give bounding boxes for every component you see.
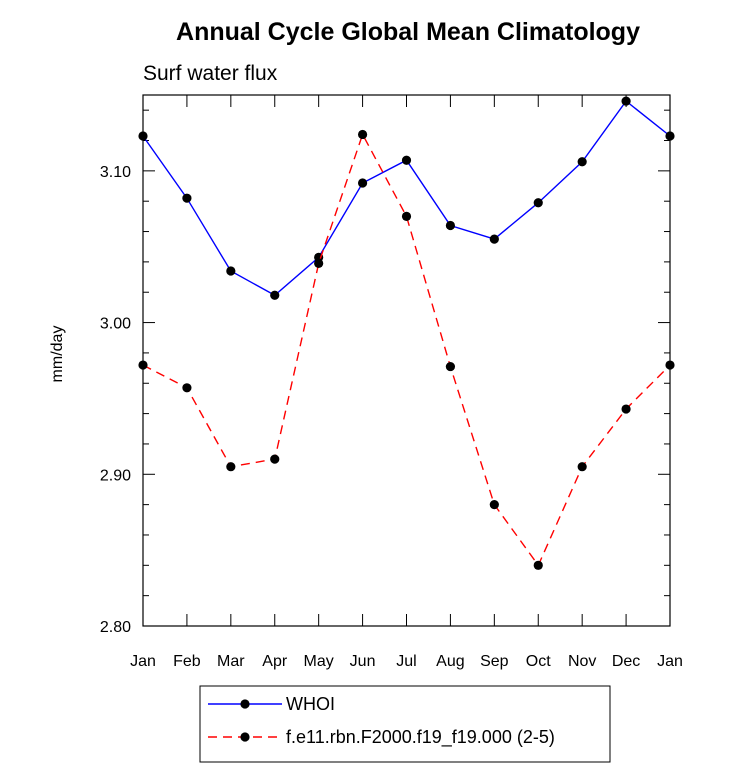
series-1-point	[226, 266, 236, 276]
chart-subtitle: Surf water flux	[143, 62, 278, 85]
series-line-1	[142, 100, 671, 297]
series-2-point	[357, 129, 368, 140]
y-tick-label: 2.90	[100, 467, 131, 484]
series-1-point	[533, 198, 543, 208]
legend-marker-2	[240, 732, 250, 742]
x-tick-label: Apr	[262, 653, 288, 670]
y-tick-label: 3.00	[100, 316, 131, 333]
x-tick-label: Jun	[350, 653, 376, 670]
series-2-point	[314, 258, 324, 269]
series-1-point	[489, 234, 499, 244]
legend: WHOI f.e11.rbn.F2000.f19_f19.000 (2-5)	[199, 685, 611, 763]
plot-frame	[142, 94, 671, 627]
legend-label-2: f.e11.rbn.F2000.f19_f19.000 (2-5)	[286, 727, 555, 748]
series-1-point	[445, 220, 456, 231]
series-2-point	[401, 211, 412, 221]
y-axis: 3.10 3.00 2.90 2.80	[100, 109, 670, 636]
series-1-point	[357, 178, 368, 188]
series-2-point	[226, 462, 236, 472]
x-tick-label: May	[304, 653, 334, 670]
series-2-point	[182, 383, 192, 393]
x-tick-label: Jul	[396, 653, 416, 670]
y-tick-label: 2.80	[100, 619, 131, 636]
series-1-point	[577, 157, 587, 167]
series-2-point	[270, 454, 280, 464]
series-2-point	[621, 404, 631, 414]
series-2-point	[577, 462, 587, 472]
y-tick-label: 3.10	[100, 164, 131, 181]
x-tick-label: Nov	[568, 653, 596, 670]
x-tick-label: Jan	[657, 653, 683, 670]
x-tick-label: Sep	[480, 653, 509, 670]
series-1-point	[270, 290, 280, 300]
x-tick-label: Aug	[436, 653, 464, 670]
series-1-point	[182, 193, 192, 203]
x-tick-label: Feb	[173, 653, 201, 670]
series-1-point	[621, 96, 631, 106]
x-tick-label: Jan	[130, 653, 156, 670]
x-tick-label: Oct	[526, 653, 551, 670]
legend-marker-1	[240, 699, 250, 709]
series-layer	[138, 96, 675, 570]
x-tick-label: Mar	[217, 653, 245, 670]
series-1-point	[401, 155, 412, 165]
x-tick-label: Dec	[612, 653, 640, 670]
x-axis: Jan Feb Mar Apr May Jun Jul Aug Sep Oct Nov Dec Jan	[130, 95, 683, 670]
series-1-point	[138, 131, 148, 141]
series-2-point	[445, 361, 456, 372]
series-2-point	[138, 360, 148, 370]
legend-label-1: WHOI	[286, 694, 335, 714]
y-axis-label: mm/day	[49, 326, 66, 383]
series-2-point	[533, 560, 543, 570]
series-2-point	[489, 500, 499, 510]
legend-box	[199, 685, 611, 763]
chart-title: Annual Cycle Global Mean Climatology	[176, 18, 640, 46]
series-line-2	[142, 132, 671, 567]
series-1-point	[665, 131, 675, 141]
series-2-point	[665, 360, 675, 370]
